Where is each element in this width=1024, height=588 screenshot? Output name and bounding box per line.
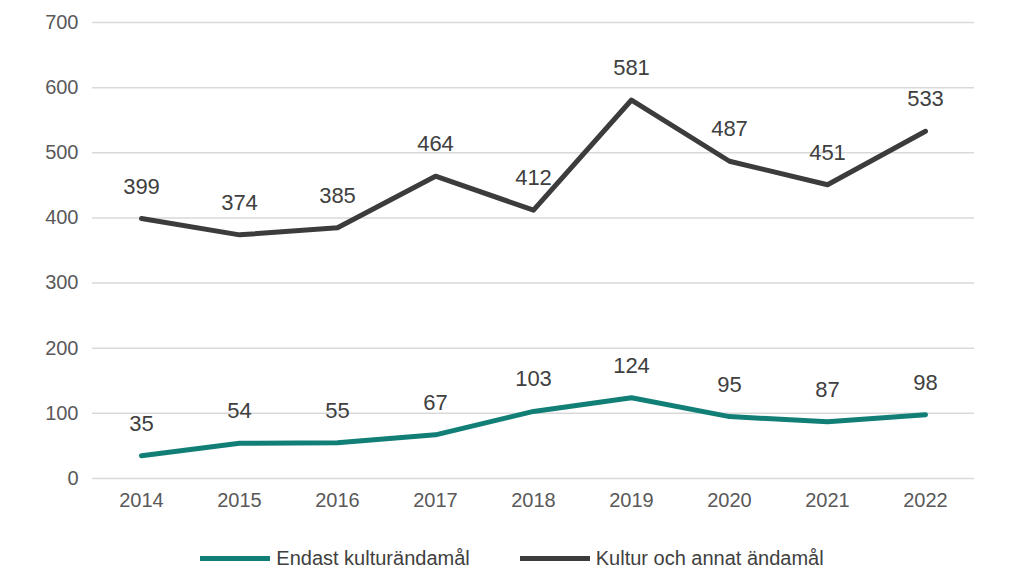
svg-text:374: 374 [221, 190, 258, 215]
svg-text:2015: 2015 [217, 489, 262, 511]
svg-text:600: 600 [45, 76, 78, 98]
svg-text:412: 412 [515, 165, 552, 190]
svg-text:98: 98 [913, 370, 937, 395]
svg-text:500: 500 [45, 141, 78, 163]
svg-text:124: 124 [613, 353, 650, 378]
svg-text:2016: 2016 [315, 489, 360, 511]
svg-text:2022: 2022 [903, 489, 948, 511]
svg-text:2018: 2018 [511, 489, 556, 511]
svg-text:0: 0 [67, 467, 78, 489]
svg-text:35: 35 [129, 411, 153, 436]
svg-text:87: 87 [815, 377, 839, 402]
svg-text:55: 55 [325, 398, 349, 423]
svg-text:2021: 2021 [805, 489, 850, 511]
svg-text:464: 464 [417, 131, 454, 156]
svg-text:67: 67 [423, 390, 447, 415]
svg-text:581: 581 [613, 55, 650, 80]
svg-text:300: 300 [45, 271, 78, 293]
svg-text:2019: 2019 [609, 489, 654, 511]
svg-text:100: 100 [45, 402, 78, 424]
svg-text:487: 487 [711, 116, 748, 141]
svg-text:451: 451 [809, 140, 846, 165]
svg-text:385: 385 [319, 183, 356, 208]
html-text:Endast kulturändamål: Endast kulturändamål [276, 546, 470, 569]
svg-text:533: 533 [907, 86, 944, 111]
svg-text:200: 200 [45, 337, 78, 359]
svg-text:95: 95 [717, 372, 741, 397]
html-text:Kultur och annat ändamål: Kultur och annat ändamål [595, 546, 824, 569]
svg-text:399: 399 [123, 174, 160, 199]
svg-text:400: 400 [45, 206, 78, 228]
svg-text:103: 103 [515, 366, 552, 391]
svg-text:2020: 2020 [707, 489, 752, 511]
svg-text:2017: 2017 [413, 489, 458, 511]
svg-text:700: 700 [45, 11, 78, 33]
svg-text:2014: 2014 [119, 489, 164, 511]
svg-text:54: 54 [227, 398, 251, 423]
